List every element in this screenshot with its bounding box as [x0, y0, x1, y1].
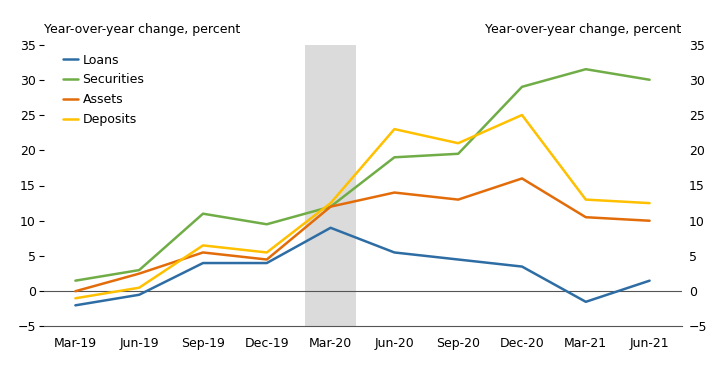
Assets — [454, 197, 463, 202]
Deposits — [326, 201, 335, 206]
Securities — [454, 151, 463, 156]
Securities — [581, 67, 590, 71]
Assets — [581, 215, 590, 219]
Securities — [262, 222, 271, 226]
Assets — [645, 219, 654, 223]
Bar — [305, 45, 356, 326]
Line: Loans: Loans — [75, 228, 650, 305]
Assets — [518, 176, 526, 181]
Assets — [326, 204, 335, 209]
Securities — [135, 268, 144, 272]
Text: Year-over-year change, percent: Year-over-year change, percent — [485, 23, 682, 36]
Deposits — [71, 296, 80, 301]
Deposits — [390, 127, 399, 131]
Legend: Loans, Securities, Assets, Deposits: Loans, Securities, Assets, Deposits — [62, 53, 144, 126]
Line: Securities: Securities — [75, 69, 650, 280]
Deposits — [135, 286, 144, 290]
Loans — [199, 261, 207, 265]
Loans — [581, 300, 590, 304]
Deposits — [581, 197, 590, 202]
Assets — [390, 190, 399, 195]
Assets — [135, 272, 144, 276]
Loans — [262, 261, 271, 265]
Assets — [199, 250, 207, 255]
Line: Assets: Assets — [75, 178, 650, 291]
Loans — [326, 226, 335, 230]
Text: Year-over-year change, percent: Year-over-year change, percent — [44, 23, 240, 36]
Loans — [71, 303, 80, 308]
Securities — [645, 78, 654, 82]
Securities — [199, 211, 207, 216]
Loans — [518, 264, 526, 269]
Securities — [390, 155, 399, 160]
Deposits — [454, 141, 463, 145]
Deposits — [518, 113, 526, 117]
Loans — [454, 257, 463, 262]
Line: Deposits: Deposits — [75, 115, 650, 298]
Deposits — [199, 243, 207, 248]
Loans — [135, 292, 144, 297]
Deposits — [262, 250, 271, 255]
Loans — [390, 250, 399, 255]
Securities — [518, 85, 526, 89]
Assets — [262, 257, 271, 262]
Securities — [326, 204, 335, 209]
Securities — [71, 278, 80, 283]
Loans — [645, 278, 654, 283]
Deposits — [645, 201, 654, 206]
Assets — [71, 289, 80, 293]
